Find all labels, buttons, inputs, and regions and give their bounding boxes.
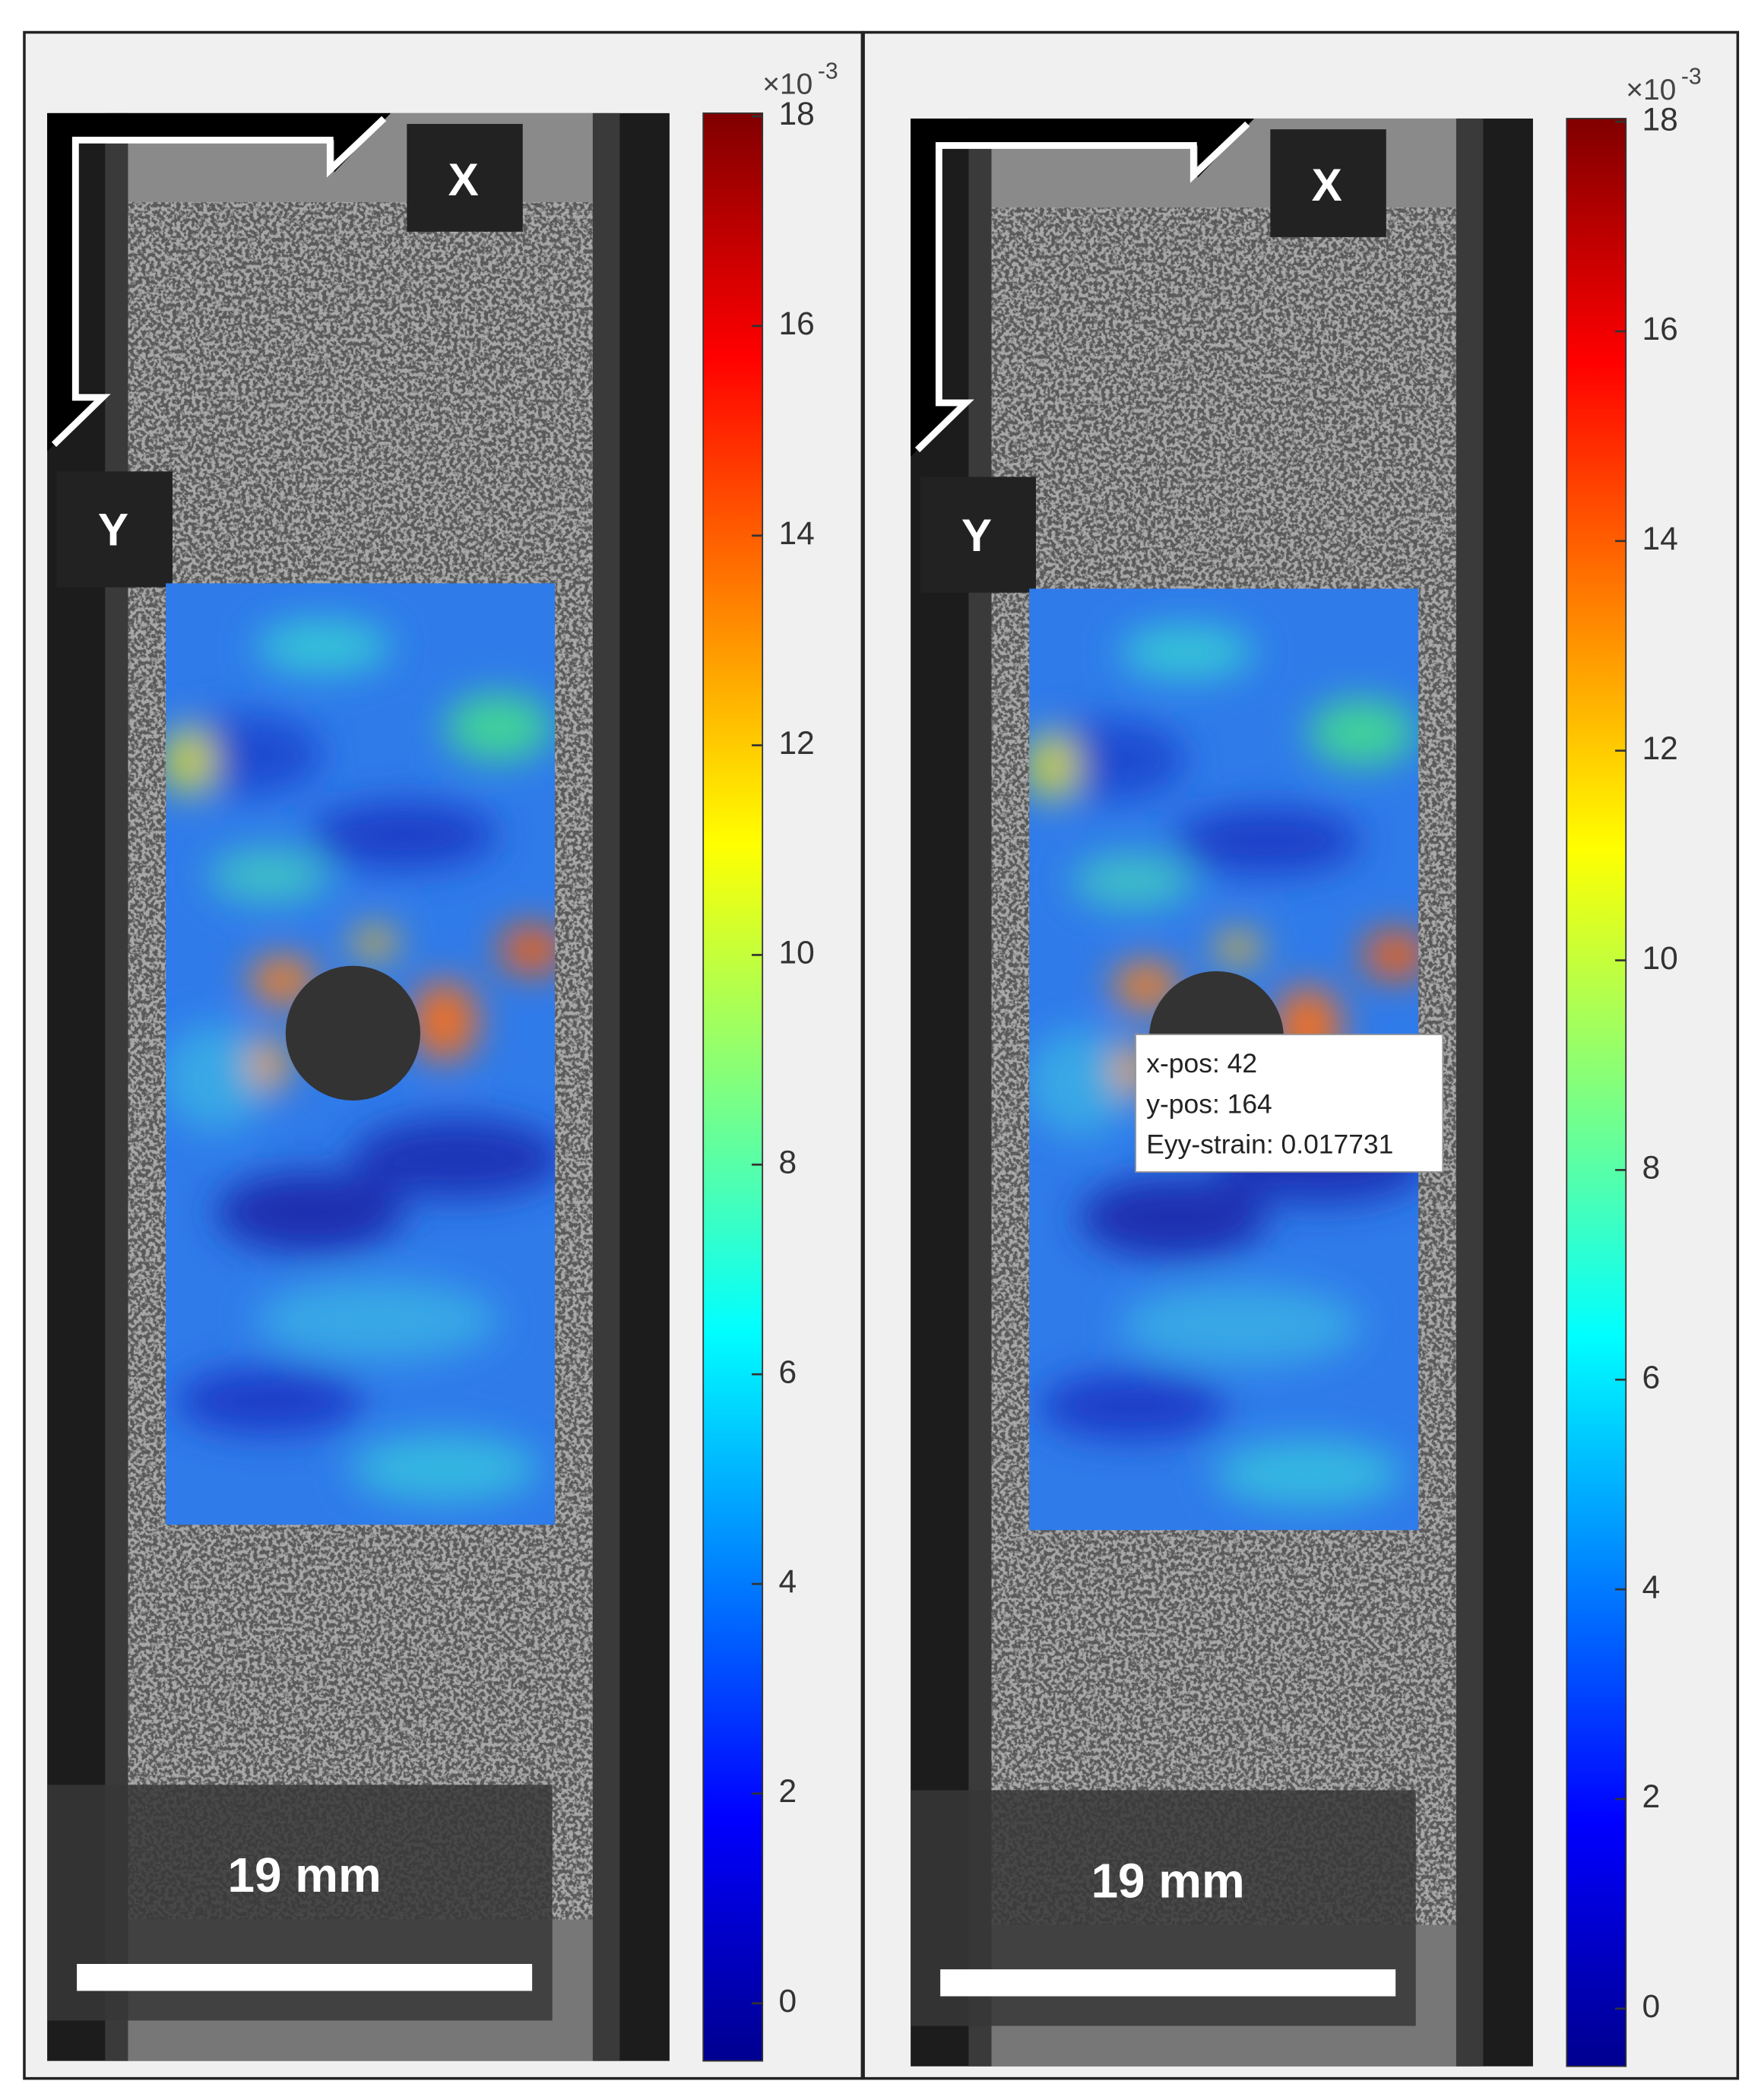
colorbar-tick-label: 10 <box>778 935 814 971</box>
colorbar-tick-label: 2 <box>1642 1779 1661 1815</box>
field-blob <box>350 1434 539 1503</box>
edge-left <box>105 112 128 2061</box>
field-blob <box>255 619 391 674</box>
scale-label: 19 mm <box>1091 1853 1245 1908</box>
field-blobs <box>166 619 556 1503</box>
field-blob <box>175 1367 364 1435</box>
colorbar-tick-label: 4 <box>778 1563 797 1600</box>
colorbar-exponent: -3 <box>818 59 838 84</box>
field-blob <box>1119 625 1255 679</box>
field-blob <box>1072 854 1194 908</box>
colorbar-tick-label: 10 <box>1642 940 1678 977</box>
y-label: Y <box>961 509 992 561</box>
field-blob <box>255 1279 499 1361</box>
colorbar-tick-label: 8 <box>1642 1150 1661 1186</box>
field-blob <box>350 1118 556 1199</box>
colorbar <box>702 112 764 2062</box>
colorbar-tick-label: 0 <box>778 1983 797 2019</box>
field-blob <box>215 1171 404 1253</box>
datatip-box <box>1135 1034 1444 1173</box>
colorbar-tick-label: 6 <box>1642 1359 1661 1395</box>
colorbar-tick-label: 14 <box>778 515 814 552</box>
datatip-line: Eyy-strain: 0.017731 <box>1146 1129 1393 1160</box>
colorbar-tick-label: 12 <box>778 725 814 762</box>
field-blob <box>1307 698 1416 767</box>
x-label: X <box>1312 159 1342 211</box>
field-blob <box>1029 1029 1133 1137</box>
colorbar-tick-label: 18 <box>1642 101 1678 138</box>
field-blob <box>309 801 499 869</box>
panel: X Y 19 mm 0 2 4 6 8 10 12 14 16 18×10 -3 <box>23 30 864 2080</box>
hole <box>285 965 421 1101</box>
field-blob <box>1213 932 1262 964</box>
field-blob <box>444 693 553 762</box>
field-blob <box>1119 1284 1362 1367</box>
scale-bar <box>77 1963 533 1991</box>
datatip-line: x-pos: 42 <box>1146 1048 1257 1079</box>
edge-right <box>592 112 620 2061</box>
colorbar-exponent: -3 <box>1681 65 1702 90</box>
field-blob <box>1079 1177 1268 1259</box>
edge-right <box>1455 118 1484 2067</box>
edge-left <box>968 118 992 2067</box>
y-label: Y <box>98 504 128 556</box>
colorbar-tick-label: 16 <box>778 306 814 342</box>
field-blob <box>1029 733 1079 800</box>
field-blob <box>1361 930 1419 980</box>
field-blob <box>410 980 479 1062</box>
colorbar-tick-label: 4 <box>1642 1569 1661 1605</box>
x-label-box <box>1270 129 1386 237</box>
field-blob <box>1173 806 1362 875</box>
datatip-line: y-pos: 164 <box>1146 1088 1272 1119</box>
field-blob <box>1038 1372 1227 1440</box>
field-blob <box>249 1037 290 1091</box>
strain-field <box>166 583 556 1525</box>
colorbar-tick-label: 2 <box>778 1773 797 1810</box>
axis-indicator-outline <box>914 121 1250 453</box>
colorbar-tick-label: 14 <box>1642 521 1678 557</box>
colorbar <box>1566 118 1627 2067</box>
field-blob <box>350 926 399 959</box>
panel: X Y 19 mm 0 2 4 6 8 10 12 14 16 18×10 -3 x-pos: 42 y-po… <box>862 30 1740 2080</box>
colorbar-tick-label: 6 <box>778 1354 797 1390</box>
colorbar-tick-label: 8 <box>778 1145 797 1181</box>
y-label-box <box>56 471 173 588</box>
colorbar-tick-label: 0 <box>1642 1988 1661 2025</box>
field-blob <box>1213 1440 1403 1508</box>
colorbar-tick-label: 18 <box>778 96 814 132</box>
field-blob <box>166 727 216 795</box>
scale-label: 19 mm <box>228 1848 382 1902</box>
colorbar-multiplier: ×10 <box>762 68 812 101</box>
colorbar-tick-label: 16 <box>1642 311 1678 347</box>
field-blob <box>166 1023 270 1132</box>
field-blob <box>208 848 331 903</box>
y-label-box <box>920 477 1036 593</box>
scale-bar <box>940 1969 1396 1997</box>
field-blob <box>498 925 556 974</box>
x-label-box <box>407 124 523 232</box>
axis-indicator-outline <box>51 116 387 448</box>
colorbar-tick-label: 12 <box>1642 730 1678 767</box>
x-label: X <box>448 154 479 205</box>
colorbar-multiplier: ×10 <box>1626 74 1676 106</box>
